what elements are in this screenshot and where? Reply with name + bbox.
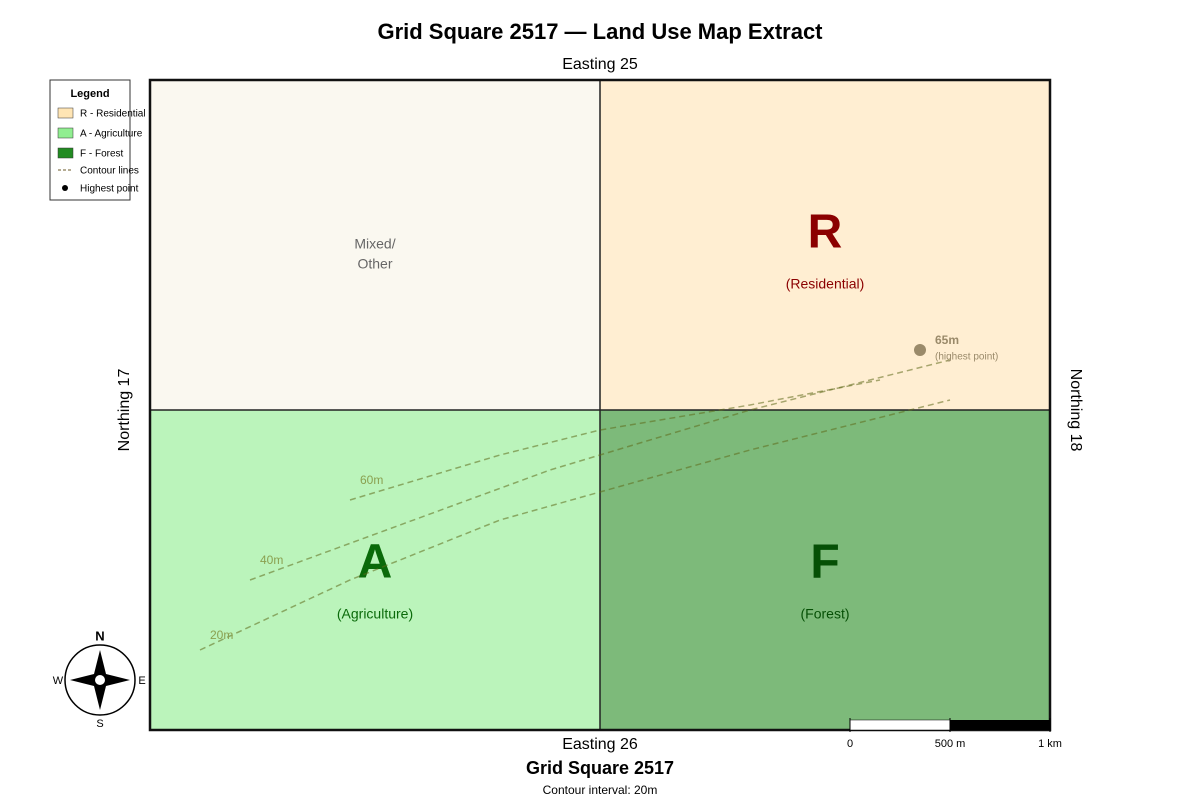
map-frame [148, 78, 1052, 732]
footer-note: Contour interval: 20m [543, 783, 658, 797]
legend-swatch [57, 107, 74, 119]
legend-swatch [57, 127, 74, 139]
axis-label: Northing 17 [116, 369, 133, 452]
compass-label: W [53, 675, 64, 687]
quadrant-label: Other [357, 256, 392, 272]
quadrant-label: (Forest) [801, 606, 850, 622]
contour-label: 40m [260, 553, 283, 567]
legend-item: A - Agriculture [80, 129, 143, 140]
axis-label: Northing 18 [1067, 369, 1084, 452]
legend: Legend R - Residential A - Agriculture F… [49, 79, 146, 201]
highest-point-label: (highest point) [935, 352, 998, 363]
axis-label: Easting 25 [562, 56, 638, 73]
compass-label: E [138, 675, 145, 687]
compass-label: N [95, 628, 104, 643]
legend-item: F - Forest [80, 149, 124, 160]
scale-label: 0 [847, 738, 853, 750]
scale-bar: 0 500 m 1 km [847, 718, 1062, 750]
quadrant [600, 80, 1050, 410]
contour-line [199, 399, 951, 651]
legend-swatch [57, 147, 74, 159]
quadrant-label: Mixed/ [354, 236, 395, 252]
quadrant-letter: F [810, 536, 839, 589]
compass-label: S [96, 718, 103, 730]
scale-segment [950, 720, 1050, 730]
contour-line [349, 379, 881, 501]
quadrant [150, 80, 600, 410]
quadrant-label: (Residential) [786, 276, 865, 292]
legend-item: Highest point [80, 184, 139, 195]
scale-label: 500 m [935, 738, 966, 750]
contour-label: 20m [210, 628, 233, 642]
highest-point [914, 344, 926, 356]
scale-label: 1 km [1038, 738, 1062, 750]
compass: N S E W [53, 628, 146, 729]
quadrant-label: (Agriculture) [337, 606, 413, 622]
highest-point-height: 65m [935, 333, 959, 347]
axis-label: Easting 26 [562, 736, 638, 753]
legend-item: R - Residential [80, 109, 146, 120]
legend-box [49, 79, 131, 201]
legend-item: Contour lines [80, 166, 139, 177]
footer-title: Grid Square 2517 [526, 758, 674, 778]
quadrant-letter: A [358, 536, 393, 589]
compass-center [95, 675, 105, 685]
contour-label: 60m [360, 473, 383, 487]
quadrant-letter: R [808, 206, 843, 259]
legend-title: Legend [70, 88, 109, 100]
legend-swatch [62, 185, 68, 191]
quadrant [600, 410, 1050, 730]
title: Grid Square 2517 — Land Use Map Extract [377, 19, 823, 44]
scale-segment [849, 719, 951, 731]
